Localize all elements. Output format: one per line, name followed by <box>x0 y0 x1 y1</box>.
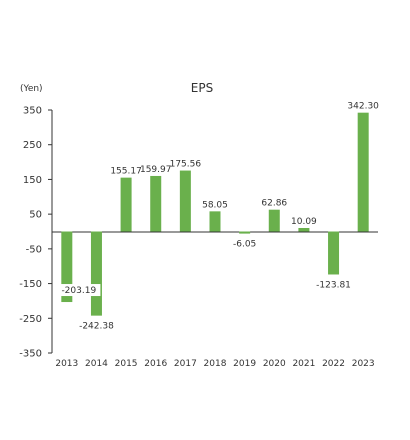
bar <box>298 227 310 232</box>
x-tick-label: 2023 <box>352 359 375 369</box>
data-label: 10.09 <box>291 217 317 227</box>
data-label-background <box>57 284 101 297</box>
bar <box>328 231 340 275</box>
x-axis-ticks: 2013 2014 2015 2016 2017 2018 2019 2020 2021 2022… <box>55 359 374 369</box>
data-label: -203.19 <box>61 286 96 296</box>
bar <box>209 211 221 232</box>
data-label: 175.56 <box>170 160 202 170</box>
x-tick-label: 2014 <box>85 359 108 369</box>
y-tick-label: 350 <box>23 106 42 117</box>
bar <box>357 112 369 232</box>
x-tick-label: 2020 <box>263 359 286 369</box>
chart-title: EPS <box>191 81 213 95</box>
data-label: -123.81 <box>316 280 351 290</box>
x-tick-label: 2018 <box>204 359 227 369</box>
bar <box>268 209 280 232</box>
y-tick-label: -150 <box>19 279 42 290</box>
x-tick-label: 2022 <box>322 359 345 369</box>
bar <box>120 177 132 232</box>
data-label: 62.86 <box>261 199 287 209</box>
y-tick-label: 150 <box>23 175 42 186</box>
x-tick-label: 2013 <box>55 359 78 369</box>
y-tick-label: -50 <box>26 244 42 255</box>
bar <box>179 170 191 232</box>
data-label: 159.97 <box>140 165 172 175</box>
data-label: 342.30 <box>347 102 379 112</box>
y-tick-label: 50 <box>29 210 42 221</box>
y-tick-label: 250 <box>23 140 42 151</box>
bar <box>90 231 102 316</box>
x-tick-label: 2016 <box>144 359 167 369</box>
bar <box>239 231 251 234</box>
y-axis-unit-label: (Yen) <box>20 84 43 94</box>
bar <box>150 175 162 232</box>
bars-group <box>61 112 369 316</box>
x-tick-label: 2017 <box>174 359 197 369</box>
bar <box>61 231 73 303</box>
data-label: -6.05 <box>233 240 256 250</box>
x-tick-label: 2015 <box>115 359 138 369</box>
y-axis-ticks: 350 250 150 50 -50 -150 -250 -350 <box>19 106 52 360</box>
x-tick-label: 2021 <box>292 359 315 369</box>
y-tick-label: -350 <box>19 349 42 360</box>
data-label: 155.17 <box>110 167 142 177</box>
x-tick-label: 2019 <box>233 359 256 369</box>
y-tick-label: -250 <box>19 314 42 325</box>
data-label: 58.05 <box>202 200 228 210</box>
data-label: -242.38 <box>79 322 114 332</box>
